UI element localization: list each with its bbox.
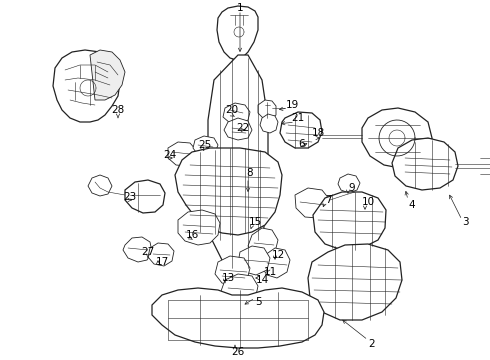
Text: 6: 6 <box>299 139 305 149</box>
Text: 7: 7 <box>325 195 331 205</box>
Text: 20: 20 <box>225 105 239 115</box>
Text: 26: 26 <box>231 347 245 357</box>
Polygon shape <box>261 248 290 278</box>
Text: 10: 10 <box>362 197 374 207</box>
Text: 8: 8 <box>246 168 253 178</box>
Text: 11: 11 <box>264 267 277 277</box>
Polygon shape <box>248 228 278 258</box>
Polygon shape <box>152 288 324 348</box>
Polygon shape <box>208 55 268 268</box>
Text: 25: 25 <box>198 140 212 150</box>
Polygon shape <box>53 50 120 122</box>
Polygon shape <box>178 210 220 245</box>
Text: 23: 23 <box>123 192 137 202</box>
Polygon shape <box>392 138 458 190</box>
Polygon shape <box>280 112 322 148</box>
Polygon shape <box>223 103 250 125</box>
Text: 2: 2 <box>368 339 375 349</box>
Polygon shape <box>123 237 152 262</box>
Polygon shape <box>295 188 330 218</box>
Text: 17: 17 <box>155 257 169 267</box>
Text: 9: 9 <box>349 183 355 193</box>
Polygon shape <box>238 246 270 275</box>
Text: 19: 19 <box>285 100 298 110</box>
Polygon shape <box>308 244 402 320</box>
Polygon shape <box>313 192 386 250</box>
Polygon shape <box>125 180 165 213</box>
Text: 5: 5 <box>255 297 261 307</box>
Text: 18: 18 <box>311 128 325 138</box>
Polygon shape <box>362 108 432 168</box>
Text: 14: 14 <box>255 275 269 285</box>
Text: 24: 24 <box>163 150 176 160</box>
Polygon shape <box>175 148 282 235</box>
Polygon shape <box>215 256 250 286</box>
Polygon shape <box>217 6 258 60</box>
Polygon shape <box>193 136 218 157</box>
Polygon shape <box>148 243 174 266</box>
Text: 1: 1 <box>237 3 244 13</box>
Polygon shape <box>220 274 258 306</box>
Polygon shape <box>88 175 112 196</box>
Polygon shape <box>260 114 278 133</box>
Polygon shape <box>224 118 252 140</box>
Text: 16: 16 <box>185 230 198 240</box>
Text: 28: 28 <box>111 105 124 115</box>
Polygon shape <box>338 174 360 193</box>
Polygon shape <box>168 142 196 166</box>
Text: 22: 22 <box>236 123 249 133</box>
Text: 21: 21 <box>292 113 305 123</box>
Text: 13: 13 <box>221 273 235 283</box>
Text: 4: 4 <box>409 200 416 210</box>
Text: 12: 12 <box>271 250 285 260</box>
Text: 15: 15 <box>248 217 262 227</box>
Text: 3: 3 <box>462 217 468 227</box>
Polygon shape <box>90 50 125 100</box>
Text: 27: 27 <box>142 247 155 257</box>
Polygon shape <box>258 100 276 119</box>
